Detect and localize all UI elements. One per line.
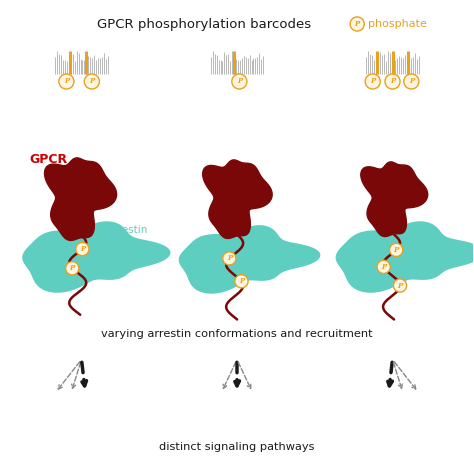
Polygon shape [337, 222, 474, 292]
Text: distinct signaling pathways: distinct signaling pathways [159, 442, 315, 452]
Text: P: P [237, 77, 242, 85]
Polygon shape [23, 222, 170, 292]
Circle shape [59, 74, 74, 89]
Text: P: P [409, 77, 414, 85]
Text: P: P [393, 246, 399, 254]
Circle shape [365, 74, 380, 89]
Polygon shape [203, 160, 272, 238]
Text: P: P [70, 264, 75, 272]
Circle shape [377, 260, 390, 273]
Polygon shape [361, 162, 428, 237]
Circle shape [232, 74, 247, 89]
Text: P: P [227, 255, 232, 263]
Text: phosphate: phosphate [368, 19, 427, 29]
Text: P: P [370, 77, 375, 85]
Text: P: P [80, 245, 85, 253]
Text: P: P [397, 282, 403, 290]
Circle shape [76, 243, 89, 255]
Text: GPCR: GPCR [30, 153, 68, 166]
Circle shape [385, 74, 400, 89]
Text: P: P [390, 77, 395, 85]
Polygon shape [45, 158, 117, 240]
Circle shape [393, 279, 407, 292]
Text: P: P [64, 77, 69, 85]
Text: P: P [355, 20, 360, 28]
Text: P: P [381, 263, 386, 271]
Circle shape [223, 252, 236, 265]
Text: arrestin: arrestin [108, 225, 148, 235]
Circle shape [65, 262, 79, 275]
Polygon shape [179, 226, 319, 293]
Circle shape [350, 17, 364, 31]
Text: varying arrestin conformations and recruitment: varying arrestin conformations and recru… [101, 328, 373, 338]
Text: GPCR phosphorylation barcodes: GPCR phosphorylation barcodes [97, 18, 311, 31]
Circle shape [390, 243, 403, 256]
Text: P: P [239, 277, 244, 285]
Text: P: P [89, 77, 94, 85]
Circle shape [235, 275, 248, 288]
Circle shape [84, 74, 100, 89]
Circle shape [404, 74, 419, 89]
